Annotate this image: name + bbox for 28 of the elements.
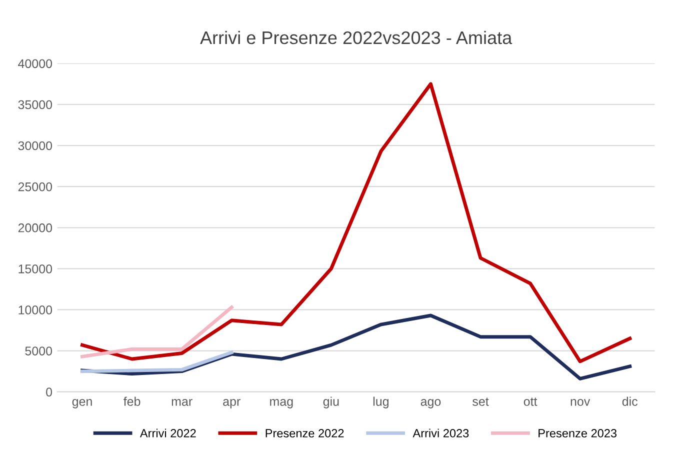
y-tick-label: 0 (46, 388, 52, 396)
y-tick-label: 15000 (18, 264, 52, 274)
legend-label: Presenze 2022 (266, 429, 344, 438)
x-tick-label: gen (72, 399, 92, 408)
y-tick-label: 40000 (18, 59, 52, 68)
chart-title: Arrivi e Presenze 2022vs2023 - Amiata (200, 30, 512, 44)
y-tick-label: 25000 (18, 182, 52, 192)
x-tick-label: apr (223, 399, 240, 408)
legend-label: Arrivi 2023 (412, 428, 469, 438)
y-tick-label: 10000 (18, 306, 52, 314)
legend-label: Arrivi 2022 (140, 428, 196, 438)
legend-label: Presenze 2023 (538, 429, 617, 438)
x-tick-label: dic (622, 396, 638, 406)
y-tick-label: 30000 (18, 141, 52, 150)
x-tick-label: lug (373, 396, 388, 408)
x-tick-label: feb (124, 396, 140, 406)
y-tick-label: 35000 (18, 100, 52, 110)
x-tick-label: mag (270, 399, 293, 408)
x-tick-label: mar (172, 399, 192, 406)
x-tick-label: ott (524, 398, 538, 406)
x-tick-label: nov (570, 399, 590, 406)
line-series (80, 82, 632, 364)
x-tick-label: set (472, 398, 489, 406)
y-tick-label: 20000 (18, 223, 52, 232)
x-tick-label: giu (323, 396, 339, 408)
y-tick-label: 5000 (25, 346, 52, 356)
line-series (80, 350, 234, 374)
x-tick-label: ago (420, 399, 441, 408)
